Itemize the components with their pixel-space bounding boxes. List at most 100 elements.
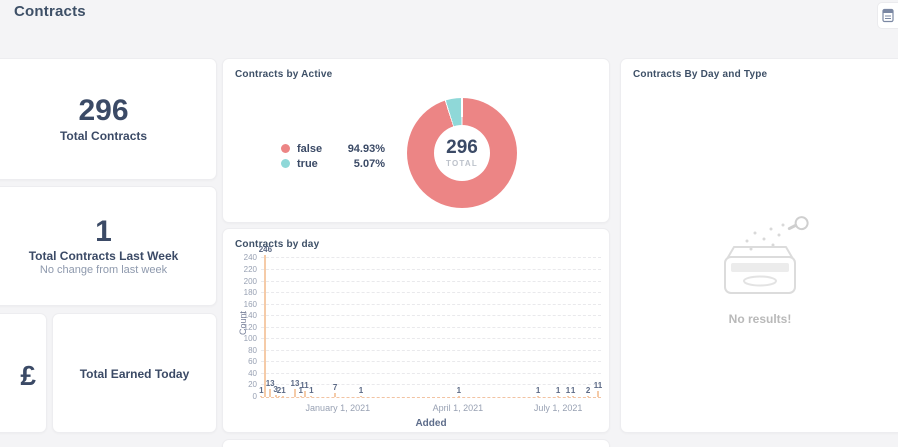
bar-value-label: 1 — [259, 386, 264, 395]
currency-value: £ — [20, 360, 36, 391]
y-tick-label: 0 — [252, 392, 257, 401]
y-tick-label: 140 — [243, 311, 257, 321]
bar-card-title: Contracts by day — [235, 239, 320, 250]
bar[interactable] — [537, 396, 540, 397]
gridline — [261, 257, 601, 259]
bar-value-label: 13 — [290, 379, 300, 388]
donut-total-value: 296 — [446, 137, 478, 158]
bar-value-label: 1 — [309, 386, 314, 395]
card-contracts-by-active: Contracts by Active false 94.93% true 5.… — [222, 58, 610, 223]
bar-value-label: 1 — [358, 386, 364, 395]
legend-label-true: true — [297, 157, 318, 170]
bar-value-label: 1 — [565, 386, 571, 395]
donut-total-label: TOTAL — [446, 159, 478, 168]
bar-value-label: 1 — [535, 386, 541, 395]
bar[interactable] — [587, 396, 590, 397]
bar[interactable] — [294, 389, 296, 397]
bar-value-label: 2 — [276, 386, 282, 395]
last-week-sublabel: No change from last week — [39, 264, 168, 277]
earned-today-label: Total Earned Today — [79, 367, 190, 381]
y-tick-label: 120 — [243, 322, 257, 332]
y-tick-label: 100 — [243, 334, 257, 344]
add-widget-button[interactable] — [877, 2, 898, 29]
bar[interactable] — [282, 396, 285, 397]
card-next-row-partial — [222, 439, 610, 447]
bar-value-label: 1 — [298, 386, 303, 395]
bar-value-label: 11 — [300, 381, 309, 390]
card-total-contracts: 296 Total Contracts — [0, 58, 217, 180]
donut-center: 296 TOTAL — [434, 125, 490, 181]
magnifier-icon — [787, 216, 809, 231]
empty-box-icon — [724, 216, 809, 294]
x-tick-label: April 1, 2021 — [432, 403, 484, 413]
bar[interactable] — [264, 255, 267, 397]
y-tick-label: 160 — [243, 299, 257, 309]
bar-value-label: 7 — [332, 383, 338, 392]
card-contracts-by-day: Contracts by day 0 20 40 60 80 100 120 140 160 18… — [222, 228, 610, 433]
total-contracts-label: Total Contracts — [59, 128, 148, 143]
donut-chart[interactable]: 296 TOTAL — [407, 98, 517, 208]
gridline — [261, 338, 601, 340]
bar[interactable] — [572, 396, 575, 397]
bar[interactable] — [260, 396, 263, 397]
bar[interactable] — [359, 396, 362, 397]
bar-value-label: 3 — [273, 385, 278, 394]
page-title: Contracts — [14, 3, 86, 20]
bar[interactable] — [310, 396, 313, 397]
gridline — [261, 361, 601, 363]
card-contracts-by-day-and-type: Contracts By Day and Type No results! — [620, 58, 898, 433]
y-tick-label: 240 — [243, 253, 257, 263]
widget-icon — [882, 8, 894, 23]
card-total-earned-today: Total Earned Today — [52, 313, 217, 433]
bar[interactable] — [334, 393, 337, 397]
gridline — [261, 280, 601, 282]
x-tick-label: July 1, 2021 — [533, 403, 583, 413]
bar[interactable] — [303, 391, 306, 397]
y-tick-label: 20 — [248, 380, 257, 390]
bar-value-label: 1 — [456, 386, 462, 395]
bar-value-label: 11 — [593, 381, 603, 390]
card-currency: £ — [0, 313, 47, 433]
bar-value-label: 1 — [281, 386, 286, 395]
gridline — [261, 326, 601, 328]
empty-card-title: Contracts By Day and Type — [633, 69, 768, 80]
bar-value-label: 13 — [265, 379, 275, 388]
bar[interactable] — [299, 396, 302, 397]
gridline — [261, 315, 601, 317]
bar[interactable] — [557, 396, 560, 397]
bar[interactable] — [274, 395, 277, 397]
y-tick-label: 220 — [243, 265, 257, 275]
last-week-value: 1 — [95, 214, 112, 248]
gridline — [261, 292, 601, 294]
bar-value-label: 246 — [258, 245, 273, 254]
total-contracts-value: 296 — [78, 94, 129, 128]
bar-value-label: 1 — [570, 386, 576, 395]
y-tick-label: 80 — [248, 345, 257, 355]
gridline — [261, 349, 601, 351]
legend-label-false: false — [297, 142, 323, 155]
bar[interactable] — [457, 396, 460, 397]
last-week-label: Total Contracts Last Week — [28, 249, 179, 264]
bar-chart-plot[interactable]: 0 20 40 60 80 100 120 140 160 180 200 220 240 January… — [244, 245, 603, 413]
card-total-contracts-last-week: 1 Total Contracts Last Week No change fr… — [0, 186, 217, 306]
x-axis-title: Added — [415, 418, 447, 429]
bar-value-label: 2 — [585, 386, 591, 395]
y-tick-label: 40 — [248, 368, 257, 378]
legend-swatch-false-icon — [281, 144, 290, 153]
legend-swatch-true-icon — [281, 159, 290, 168]
gridline — [261, 269, 601, 271]
donut-card-title: Contracts by Active — [235, 69, 333, 80]
y-tick-label: 180 — [243, 288, 257, 298]
bar[interactable] — [269, 389, 272, 397]
bar[interactable] — [567, 396, 570, 397]
bar[interactable] — [278, 396, 281, 397]
x-tick-label: January 1, 2021 — [305, 403, 371, 413]
legend-item-true[interactable]: true 5.07% — [281, 156, 385, 171]
donut-legend: false 94.93% true 5.07% — [281, 141, 385, 171]
y-tick-label: 200 — [243, 276, 257, 286]
gridline — [261, 384, 601, 386]
gridline — [261, 303, 601, 305]
legend-item-false[interactable]: false 94.93% — [281, 141, 385, 156]
bar[interactable] — [596, 391, 599, 397]
